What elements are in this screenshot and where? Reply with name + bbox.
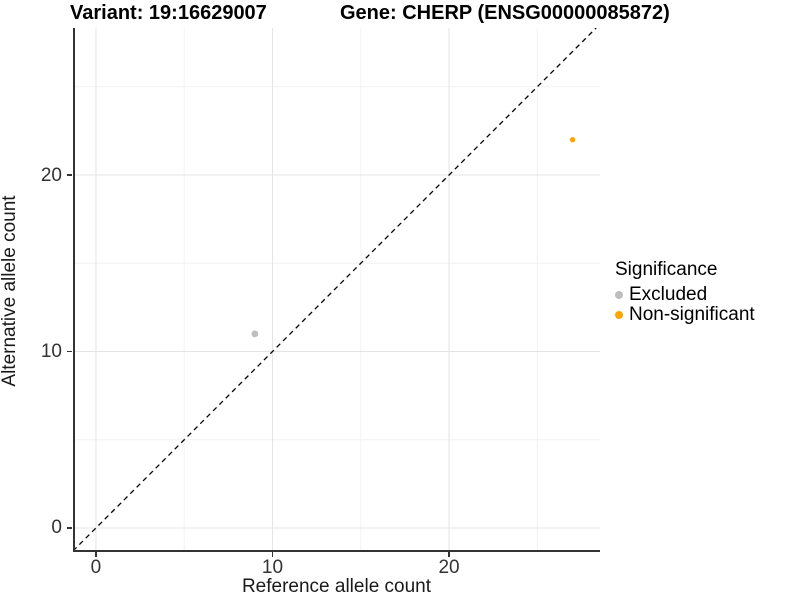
y-tick-label: 10: [40, 341, 62, 362]
x-tick-mark: [271, 552, 274, 557]
legend-item-label: Non-significant: [629, 303, 755, 325]
data-point-excluded: [251, 330, 259, 338]
x-tick-label: 10: [261, 557, 284, 578]
plot-panel-canvas: [73, 28, 600, 552]
data-point-non-significant: [569, 137, 576, 143]
identity-line: [73, 28, 597, 552]
plot-panel: [73, 28, 600, 552]
x-tick-label: 20: [438, 557, 460, 578]
y-axis-label: Alternative allele count: [0, 195, 20, 387]
y-tick-label: 0: [51, 517, 62, 539]
y-tick-mark: [67, 174, 72, 176]
x-axis-label: Reference allele count: [241, 576, 432, 597]
y-tick-mark: [67, 527, 72, 529]
legend-item-non-significant: Non-significant: [615, 303, 755, 325]
legend-item-label: Excluded: [629, 283, 708, 305]
legend-item-excluded: Excluded: [615, 283, 755, 305]
x-tick-mark: [95, 552, 97, 557]
x-tick-mark: [448, 552, 450, 557]
y-tick-label: 20: [40, 164, 62, 186]
non-significant-dot-icon: [615, 310, 623, 319]
legend-title: Significance: [615, 259, 718, 280]
legend: Significance Excluded Non-significant: [615, 259, 755, 325]
x-tick-label: 0: [90, 557, 102, 578]
y-tick-mark: [67, 350, 72, 353]
plot-title-variant: Variant: 19:16629007: [70, 2, 267, 24]
plot-title-gene: Gene: CHERP (ENSG00000085872): [340, 2, 670, 24]
excluded-dot-icon: [615, 290, 623, 299]
